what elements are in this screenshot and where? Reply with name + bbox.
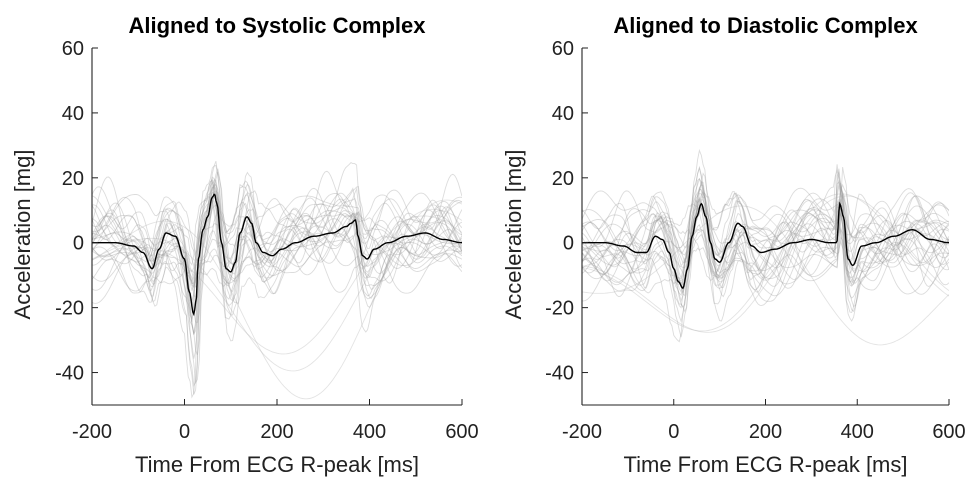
y-tick-label: -20 bbox=[55, 298, 84, 320]
individual-trace bbox=[92, 186, 462, 285]
individual-trace bbox=[92, 160, 462, 387]
individual-trace bbox=[582, 195, 949, 322]
individual-trace bbox=[582, 165, 949, 289]
y-tick-label: -40 bbox=[545, 363, 574, 385]
x-tick-label: 600 bbox=[445, 421, 478, 443]
individual-trace bbox=[582, 181, 949, 322]
individual-trace bbox=[92, 171, 462, 399]
individual-trace bbox=[582, 201, 949, 302]
individual-trace bbox=[582, 193, 949, 332]
individual-trace bbox=[582, 183, 949, 297]
individual-trace bbox=[92, 179, 462, 359]
individual-trace bbox=[582, 181, 949, 308]
individual-trace bbox=[582, 188, 949, 252]
individual-trace bbox=[582, 168, 949, 291]
x-tick-label: 0 bbox=[668, 421, 679, 443]
individual-trace bbox=[582, 223, 949, 285]
individual-trace bbox=[92, 208, 462, 372]
individual-trace bbox=[92, 192, 462, 307]
y-axis-label: Acceleration [mg] bbox=[10, 150, 35, 320]
individual-trace bbox=[92, 162, 462, 395]
individual-trace bbox=[582, 148, 949, 314]
individual-trace bbox=[582, 190, 949, 289]
y-tick-label: -20 bbox=[545, 298, 574, 320]
y-tick-label: 20 bbox=[552, 168, 574, 190]
y-tick-label: 40 bbox=[552, 103, 574, 125]
y-tick-label: 60 bbox=[62, 38, 84, 60]
individual-trace bbox=[582, 192, 949, 276]
individual-trace bbox=[582, 167, 949, 313]
individual-trace bbox=[582, 195, 949, 333]
x-tick-label: 200 bbox=[260, 421, 293, 443]
x-tick-label: 0 bbox=[179, 421, 190, 443]
plot-area bbox=[582, 148, 949, 346]
individual-trace bbox=[582, 192, 949, 270]
individual-trace bbox=[92, 191, 462, 283]
individual-trace bbox=[92, 176, 462, 316]
individual-trace bbox=[92, 192, 462, 274]
individual-trace bbox=[92, 199, 462, 400]
individual-trace bbox=[92, 194, 462, 280]
individual-trace bbox=[582, 200, 949, 299]
y-axis-label: Acceleration [mg] bbox=[501, 150, 526, 320]
x-tick-label: 600 bbox=[932, 421, 965, 443]
x-tick-label: -200 bbox=[72, 421, 112, 443]
x-tick-label: -200 bbox=[562, 421, 602, 443]
y-tick-label: 20 bbox=[62, 168, 84, 190]
individual-trace bbox=[92, 210, 462, 293]
individual-trace bbox=[92, 229, 462, 288]
y-tick-label: -40 bbox=[55, 363, 84, 385]
individual-trace bbox=[92, 184, 462, 334]
x-tick-label: 200 bbox=[749, 421, 782, 443]
individual-trace bbox=[92, 179, 462, 308]
individual-trace bbox=[92, 180, 462, 335]
y-tick-label: 40 bbox=[62, 103, 84, 125]
individual-trace bbox=[582, 166, 949, 294]
individual-trace bbox=[582, 197, 949, 283]
individual-trace bbox=[582, 232, 949, 290]
individual-trace bbox=[582, 181, 949, 287]
individual-trace bbox=[582, 186, 949, 275]
individual-trace bbox=[582, 196, 949, 323]
individual-trace bbox=[582, 177, 949, 281]
y-tick-label: 0 bbox=[73, 233, 84, 255]
chart-title: Aligned to Systolic Complex bbox=[128, 13, 426, 38]
x-axis-label: Time From ECG R-peak [ms] bbox=[624, 452, 908, 477]
x-axis-label: Time From ECG R-peak [ms] bbox=[135, 452, 419, 477]
plot-area bbox=[92, 160, 462, 400]
individual-trace bbox=[92, 210, 462, 324]
individual-trace bbox=[92, 191, 462, 336]
individual-trace bbox=[582, 164, 949, 343]
x-tick-label: 400 bbox=[841, 421, 874, 443]
individual-trace bbox=[92, 202, 462, 301]
y-tick-label: 0 bbox=[563, 233, 574, 255]
individual-trace bbox=[92, 215, 462, 355]
individual-trace bbox=[92, 168, 462, 385]
x-tick-label: 400 bbox=[353, 421, 386, 443]
individual-trace bbox=[92, 197, 462, 320]
individual-trace bbox=[582, 183, 949, 279]
mean-trace bbox=[582, 201, 949, 290]
individual-trace bbox=[582, 185, 949, 338]
individual-trace bbox=[582, 180, 949, 302]
individual-trace bbox=[582, 205, 949, 294]
individual-trace bbox=[582, 191, 949, 306]
individual-trace bbox=[92, 171, 462, 355]
mean-trace bbox=[92, 193, 462, 317]
y-tick-label: 60 bbox=[552, 38, 574, 60]
individual-trace bbox=[92, 183, 462, 299]
individual-trace bbox=[582, 205, 949, 346]
chart-title: Aligned to Diastolic Complex bbox=[613, 13, 918, 38]
individual-trace bbox=[92, 186, 462, 291]
